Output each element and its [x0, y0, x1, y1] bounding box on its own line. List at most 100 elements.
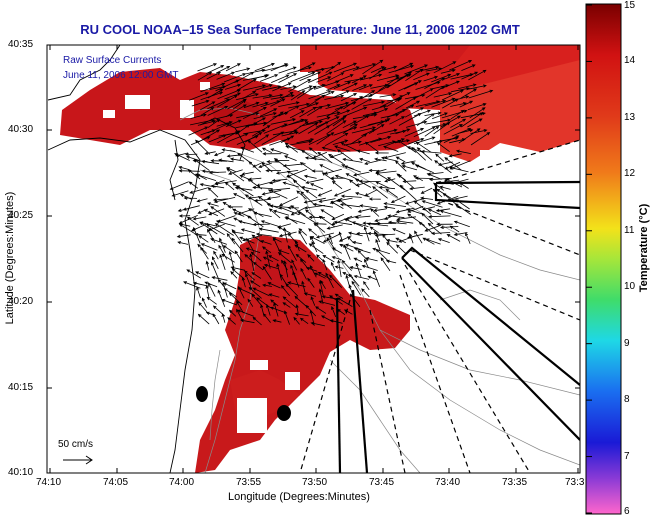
current-vector — [355, 181, 371, 187]
map-title: RU COOL NOAA–15 Sea Surface Temperature:… — [80, 22, 520, 37]
current-vector — [340, 194, 362, 198]
coastline — [47, 45, 246, 473]
current-vector — [458, 83, 477, 89]
current-vector — [245, 68, 266, 75]
current-vector — [310, 183, 324, 190]
current-vector — [286, 170, 306, 182]
current-vector — [224, 83, 242, 90]
current-vector — [234, 250, 243, 263]
current-vector — [193, 159, 210, 171]
current-vector — [421, 212, 434, 225]
current-vector — [453, 220, 470, 228]
current-vector — [446, 234, 461, 242]
current-vector — [424, 77, 446, 89]
current-vector — [357, 249, 369, 261]
current-vector — [439, 185, 451, 190]
current-vector — [358, 84, 373, 91]
current-vector — [282, 302, 291, 308]
current-vector — [266, 196, 281, 200]
current-vector — [467, 103, 487, 111]
current-vector — [413, 72, 430, 81]
current-vector — [398, 80, 422, 92]
current-vector — [321, 146, 336, 152]
current-vector — [467, 84, 487, 90]
current-vector — [227, 205, 243, 209]
current-vector — [460, 112, 484, 128]
current-vector — [433, 61, 457, 74]
current-vector — [342, 123, 358, 134]
current-vector — [420, 149, 442, 154]
current-vector — [212, 313, 220, 325]
current-vector — [415, 65, 440, 73]
current-vector — [304, 156, 326, 161]
current-vector — [244, 194, 263, 206]
current-vector — [314, 222, 327, 226]
current-vector — [324, 168, 342, 175]
current-vector — [245, 247, 261, 253]
current-vector — [294, 312, 309, 317]
current-vector — [383, 202, 407, 207]
current-vector — [439, 210, 462, 218]
current-vector — [326, 84, 341, 91]
current-vector — [308, 228, 318, 236]
x-tick-label: 74:10 — [36, 477, 62, 488]
current-vector — [236, 112, 260, 119]
colorbar-tick-label: 9 — [624, 337, 630, 349]
current-vector — [371, 108, 389, 116]
current-vector — [294, 295, 308, 308]
current-vector — [178, 214, 191, 218]
current-vector — [261, 131, 285, 145]
current-vector — [208, 282, 216, 297]
current-vector — [338, 235, 352, 242]
current-vector — [183, 196, 198, 200]
channel-dashed-lines — [299, 139, 580, 473]
current-vector — [378, 185, 396, 190]
current-vector — [271, 74, 290, 83]
current-vector — [212, 198, 229, 202]
current-vector — [319, 164, 335, 173]
current-vector — [397, 71, 413, 81]
current-vector — [383, 205, 396, 209]
current-vector — [355, 192, 370, 198]
current-vector — [258, 162, 272, 168]
current-vector — [379, 95, 404, 108]
current-vector — [431, 231, 451, 236]
current-vector — [372, 186, 388, 199]
current-vector — [412, 88, 434, 100]
current-vector — [204, 281, 218, 288]
current-vector — [326, 120, 347, 135]
current-vector — [381, 156, 398, 162]
current-vector — [342, 66, 360, 73]
current-vector — [204, 151, 216, 155]
current-vector — [304, 205, 325, 210]
current-vector — [186, 216, 199, 226]
current-vector — [352, 63, 377, 71]
current-vector — [215, 220, 236, 227]
x-tick-label: 73:55 — [236, 477, 262, 488]
current-vector — [246, 237, 255, 252]
colorbar-tick-label: 14 — [624, 55, 636, 67]
current-vector — [448, 166, 469, 173]
current-vector — [244, 270, 256, 281]
current-vector — [259, 108, 278, 117]
current-vector — [255, 232, 272, 237]
current-vector — [352, 240, 362, 245]
current-vector — [268, 293, 280, 298]
current-vector — [198, 301, 209, 314]
current-vector — [190, 118, 216, 126]
current-vector — [345, 243, 363, 251]
current-vector — [191, 99, 210, 107]
current-vector — [253, 211, 272, 217]
current-vector — [228, 292, 243, 306]
current-vector — [349, 293, 361, 308]
current-vector — [325, 272, 334, 289]
current-vector — [422, 237, 435, 245]
current-vector — [379, 93, 397, 98]
current-vector — [169, 181, 189, 190]
current-vector — [208, 170, 227, 175]
current-vector — [385, 259, 397, 264]
current-vector — [315, 306, 327, 314]
current-vector — [226, 233, 236, 245]
current-vector — [271, 178, 288, 183]
current-vector — [307, 277, 315, 288]
